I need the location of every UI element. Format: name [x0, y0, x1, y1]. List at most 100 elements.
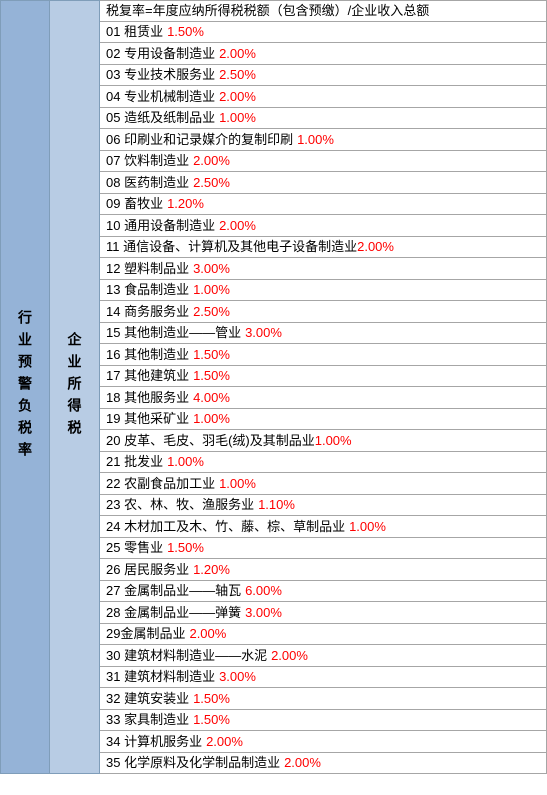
row-percentage: 2.00%: [193, 152, 230, 169]
row-percentage: 2.00%: [219, 88, 256, 105]
row-label: 29金属制品业: [106, 625, 185, 642]
row-label: 09 畜牧业: [106, 195, 163, 212]
table-row: 18 其他服务业4.00%: [100, 387, 547, 409]
row-label: 20 皮革、毛皮、羽毛(绒)及其制品业: [106, 432, 315, 449]
row-label: 21 批发业: [106, 453, 163, 470]
row-label: 06 印刷业和记录媒介的复制印刷: [106, 131, 293, 148]
table-row: 15 其他制造业——管业3.00%: [100, 323, 547, 345]
table-row: 16 其他制造业1.50%: [100, 344, 547, 366]
table-row: 02 专用设备制造业2.00%: [100, 43, 547, 65]
table-row: 05 造纸及纸制品业1.00%: [100, 108, 547, 130]
row-label: 35 化学原料及化学制品制造业: [106, 754, 280, 771]
row-label: 07 饮料制造业: [106, 152, 189, 169]
table-row: 28 金属制品业——弹簧3.00%: [100, 602, 547, 624]
table-row: 26 居民服务业1.20%: [100, 559, 547, 581]
row-percentage: 1.00%: [219, 475, 256, 492]
table-row: 06 印刷业和记录媒介的复制印刷1.00%: [100, 129, 547, 151]
row-label: 27 金属制品业——轴瓦: [106, 582, 241, 599]
row-percentage: 1.00%: [193, 281, 230, 298]
table-row: 22 农副食品加工业1.00%: [100, 473, 547, 495]
category-header-mid: 企业所得税: [50, 0, 100, 774]
row-label: 26 居民服务业: [106, 561, 189, 578]
formula-row: 税复率=年度应纳所得税税额（包含预缴）/企业收入总额: [100, 0, 547, 22]
table-row: 01 租赁业1.50%: [100, 22, 547, 44]
row-percentage: 3.00%: [245, 604, 282, 621]
table-row: 24 木材加工及木、竹、藤、棕、草制品业1.00%: [100, 516, 547, 538]
row-percentage: 1.50%: [193, 690, 230, 707]
row-label: 31 建筑材料制造业: [106, 668, 215, 685]
table-row: 08 医药制造业2.50%: [100, 172, 547, 194]
row-label: 13 食品制造业: [106, 281, 189, 298]
row-label: 02 专用设备制造业: [106, 45, 215, 62]
table-row: 04 专业机械制造业2.00%: [100, 86, 547, 108]
row-label: 16 其他制造业: [106, 346, 189, 363]
row-percentage: 1.20%: [167, 195, 204, 212]
tax-rate-table: 行业预警负税率 企业所得税 税复率=年度应纳所得税税额（包含预缴）/企业收入总额…: [0, 0, 547, 774]
row-label: 03 专业技术服务业: [106, 66, 215, 83]
row-label: 01 租赁业: [106, 23, 163, 40]
row-percentage: 2.00%: [357, 238, 394, 255]
mid-header-text: 企业所得税: [65, 332, 85, 442]
row-percentage: 1.00%: [193, 410, 230, 427]
row-label: 24 木材加工及木、竹、藤、棕、草制品业: [106, 518, 345, 535]
row-label: 14 商务服务业: [106, 303, 189, 320]
row-label: 17 其他建筑业: [106, 367, 189, 384]
row-percentage: 1.00%: [297, 131, 334, 148]
table-row: 11 通信设备、计算机及其他电子设备制造业2.00%: [100, 237, 547, 259]
table-row: 10 通用设备制造业2.00%: [100, 215, 547, 237]
table-row: 34 计算机服务业2.00%: [100, 731, 547, 753]
table-row: 23 农、林、牧、渔服务业1.10%: [100, 495, 547, 517]
row-percentage: 2.00%: [284, 754, 321, 771]
row-label: 19 其他采矿业: [106, 410, 189, 427]
table-row: 14 商务服务业2.50%: [100, 301, 547, 323]
data-column: 税复率=年度应纳所得税税额（包含预缴）/企业收入总额 01 租赁业1.50%02…: [100, 0, 547, 774]
row-percentage: 3.00%: [245, 324, 282, 341]
table-row: 07 饮料制造业2.00%: [100, 151, 547, 173]
row-label: 15 其他制造业——管业: [106, 324, 241, 341]
row-percentage: 2.00%: [271, 647, 308, 664]
row-percentage: 1.50%: [167, 23, 204, 40]
row-percentage: 1.00%: [219, 109, 256, 126]
row-percentage: 2.50%: [193, 174, 230, 191]
row-percentage: 1.50%: [193, 346, 230, 363]
table-row: 21 批发业1.00%: [100, 452, 547, 474]
formula-text: 税复率=年度应纳所得税税额（包含预缴）/企业收入总额: [106, 2, 429, 19]
row-percentage: 4.00%: [193, 389, 230, 406]
table-row: 35 化学原料及化学制品制造业2.00%: [100, 753, 547, 775]
row-percentage: 1.50%: [167, 539, 204, 556]
table-row: 09 畜牧业1.20%: [100, 194, 547, 216]
row-label: 22 农副食品加工业: [106, 475, 215, 492]
row-label: 28 金属制品业——弹簧: [106, 604, 241, 621]
category-header-left: 行业预警负税率: [0, 0, 50, 774]
row-percentage: 3.00%: [193, 260, 230, 277]
row-percentage: 2.00%: [219, 217, 256, 234]
row-label: 33 家具制造业: [106, 711, 189, 728]
row-percentage: 2.00%: [189, 625, 226, 642]
table-row: 12 塑料制品业3.00%: [100, 258, 547, 280]
row-label: 25 零售业: [106, 539, 163, 556]
row-percentage: 1.50%: [193, 367, 230, 384]
row-label: 08 医药制造业: [106, 174, 189, 191]
row-label: 18 其他服务业: [106, 389, 189, 406]
table-row: 31 建筑材料制造业3.00%: [100, 667, 547, 689]
row-label: 32 建筑安装业: [106, 690, 189, 707]
table-row: 03 专业技术服务业2.50%: [100, 65, 547, 87]
table-row: 25 零售业1.50%: [100, 538, 547, 560]
row-percentage: 1.00%: [349, 518, 386, 535]
left-header-text: 行业预警负税率: [15, 310, 35, 464]
row-label: 23 农、林、牧、渔服务业: [106, 496, 254, 513]
table-row: 27 金属制品业——轴瓦6.00%: [100, 581, 547, 603]
row-label: 34 计算机服务业: [106, 733, 202, 750]
row-percentage: 6.00%: [245, 582, 282, 599]
row-label: 05 造纸及纸制品业: [106, 109, 215, 126]
table-row: 32 建筑安装业1.50%: [100, 688, 547, 710]
row-percentage: 1.20%: [193, 561, 230, 578]
row-percentage: 3.00%: [219, 668, 256, 685]
row-percentage: 1.00%: [315, 432, 352, 449]
row-percentage: 2.50%: [193, 303, 230, 320]
row-label: 10 通用设备制造业: [106, 217, 215, 234]
row-percentage: 1.00%: [167, 453, 204, 470]
row-label: 04 专业机械制造业: [106, 88, 215, 105]
table-row: 20 皮革、毛皮、羽毛(绒)及其制品业1.00%: [100, 430, 547, 452]
row-percentage: 2.50%: [219, 66, 256, 83]
